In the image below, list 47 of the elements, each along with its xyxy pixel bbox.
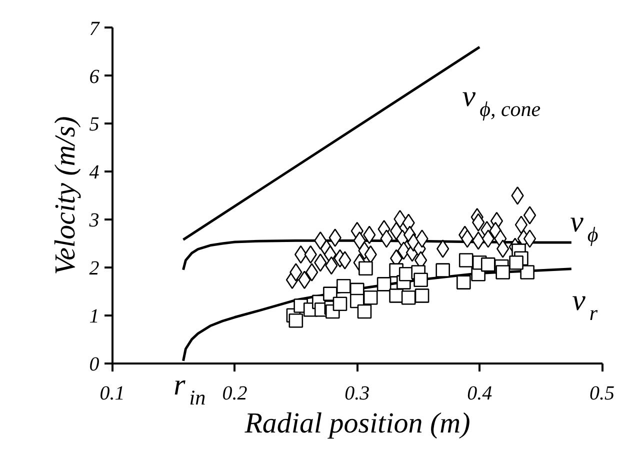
point <box>496 240 510 258</box>
point <box>294 245 308 264</box>
point <box>458 253 474 268</box>
y-tick-label: 6 <box>89 66 100 88</box>
point <box>290 263 302 282</box>
point <box>401 290 416 305</box>
point <box>496 265 510 280</box>
point <box>414 272 428 288</box>
point <box>523 230 536 248</box>
point <box>461 230 474 248</box>
point <box>338 251 352 270</box>
point <box>328 228 342 247</box>
point <box>520 265 534 280</box>
point <box>436 240 450 258</box>
x-tick-label: 0.4 <box>467 382 492 404</box>
point <box>456 275 471 290</box>
point <box>523 206 536 224</box>
y-tick-label: 0 <box>89 353 100 376</box>
y-tick-label: 7 <box>89 18 100 40</box>
point <box>363 290 378 305</box>
y-tick-label: 5 <box>89 114 100 136</box>
point <box>480 257 496 272</box>
y-tick-label: 3 <box>88 210 100 232</box>
point <box>514 216 528 234</box>
y-tick-label: 1 <box>89 305 100 328</box>
point <box>288 313 304 328</box>
x-tick-label: 0.2 <box>222 382 248 404</box>
point <box>358 261 373 276</box>
x-tick-label: 0.3 <box>344 382 370 404</box>
y-axis-title: Velocity (m/s) <box>50 116 82 275</box>
point <box>414 288 430 303</box>
point <box>482 230 494 248</box>
point <box>416 230 428 248</box>
x-tick-label: 0.1 <box>100 382 125 404</box>
point <box>380 230 393 248</box>
point <box>357 304 372 319</box>
point <box>509 255 524 270</box>
y-tick-label: 4 <box>89 162 100 184</box>
x-axis-title: Radial position (m) <box>244 408 470 440</box>
point <box>332 296 348 311</box>
point <box>376 277 392 292</box>
x-tick-label: 0.5 <box>590 382 615 404</box>
point <box>436 263 450 278</box>
point <box>336 278 351 294</box>
y-tick-label: 2 <box>89 257 100 280</box>
point <box>314 254 327 272</box>
point <box>306 263 318 282</box>
